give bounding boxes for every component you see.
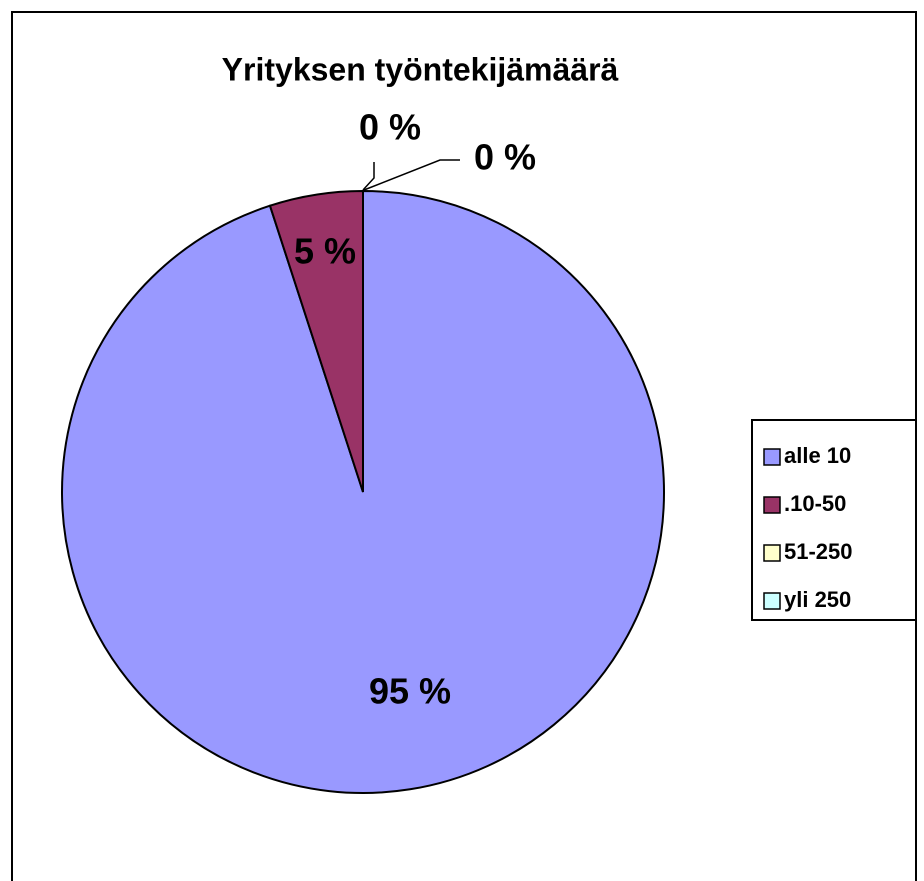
leader-line (363, 159, 460, 191)
legend-label: .10-50 (784, 491, 846, 516)
data-label: 0 % (474, 137, 536, 178)
data-label: 5 % (294, 231, 356, 272)
legend-label: 51-250 (784, 539, 853, 564)
legend-swatch (763, 496, 781, 514)
legend-swatch (763, 544, 781, 562)
legend-swatch (763, 592, 781, 610)
legend-label: yli 250 (784, 587, 851, 612)
data-label: 0 % (359, 107, 421, 148)
chart-title: Yrityksen työntekijämäärä (222, 51, 619, 87)
data-label: 95 % (369, 671, 451, 712)
legend-label: alle 10 (784, 443, 851, 468)
legend-swatch (763, 448, 781, 466)
leader-line (362, 162, 375, 191)
